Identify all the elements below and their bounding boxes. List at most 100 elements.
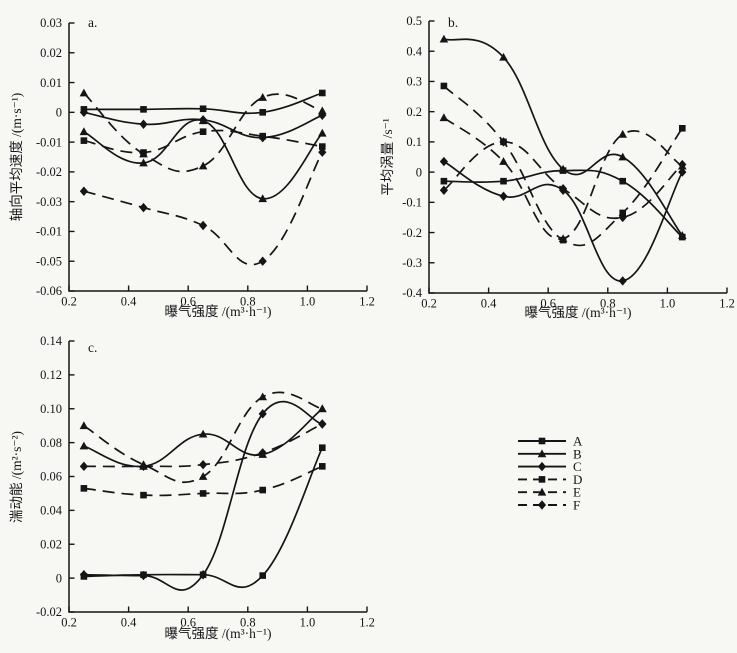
legend-label-A: A xyxy=(573,434,583,449)
x-tick-label: 1.2 xyxy=(719,297,735,311)
x-tick-label: 0.8 xyxy=(600,297,616,311)
square-marker xyxy=(199,105,207,113)
square-marker xyxy=(679,124,686,132)
triangle-marker xyxy=(258,194,267,203)
diamond-marker xyxy=(139,570,148,581)
triangle-marker xyxy=(618,152,627,161)
y-tick-label: -0.03 xyxy=(36,195,62,209)
triangle-marker xyxy=(258,392,267,401)
diamond-marker xyxy=(79,186,88,196)
y-tick-label: 0.2 xyxy=(406,105,422,119)
diamond-marker xyxy=(499,137,508,147)
square-marker xyxy=(319,89,326,97)
square-marker xyxy=(140,106,147,113)
legend-label-D: D xyxy=(573,472,582,487)
x-tick-label: 0.6 xyxy=(180,616,196,630)
triangle-marker xyxy=(79,127,89,136)
diamond-marker xyxy=(537,461,547,472)
legend-row-D: D xyxy=(518,472,582,487)
diamond-marker xyxy=(139,202,148,213)
legend-label-F: F xyxy=(573,498,580,513)
x-tick-label: 1.2 xyxy=(359,295,375,309)
diamond-marker xyxy=(139,461,148,472)
x-tick-label: 1.0 xyxy=(300,295,316,309)
diamond-marker xyxy=(79,107,88,118)
square-marker xyxy=(440,177,448,185)
triangle-marker xyxy=(678,231,687,239)
x-tick-label: 0.6 xyxy=(180,295,196,309)
y-tick-label: -0.1 xyxy=(402,196,422,210)
y-tick-label: -0.06 xyxy=(36,284,62,298)
square-marker xyxy=(538,437,546,445)
square-marker xyxy=(140,491,147,499)
diamond-marker xyxy=(258,409,267,419)
legend-label-C: C xyxy=(573,459,582,474)
series-F-markers-a xyxy=(79,147,327,266)
series-D-markers-c xyxy=(80,463,326,499)
y-axis-title-c: 湍动能 /(m²·s⁻²) xyxy=(9,431,24,523)
triangle-marker xyxy=(198,161,208,170)
square-marker xyxy=(319,444,326,452)
subplot-b: 0.50.40.30.20.10-0.1-0.2-0.3-0.40.2 0.4 0.… xyxy=(380,14,735,320)
diamond-marker xyxy=(618,212,627,223)
x-tick-label: 0.4 xyxy=(121,295,137,309)
triangle-marker xyxy=(537,487,547,496)
legend-label-E: E xyxy=(573,485,581,500)
y-tick-label: -0.2 xyxy=(402,226,422,240)
series-E-markers-a xyxy=(79,88,327,170)
diamond-marker xyxy=(199,570,208,580)
panel-label-b: b. xyxy=(448,15,458,30)
y-axis-a: 0.03 0.02 0.01 0 -0.01 -0.02 -0.03 -0.01 -0.05 -0… xyxy=(36,16,75,298)
panel-label-c: c. xyxy=(88,340,97,355)
y-tick-label: -0.4 xyxy=(402,286,423,300)
diamond-marker xyxy=(537,500,547,510)
subplot-c: 0.14 0.12 0.10 0.08 0.06 0.04 0.02 0 -0.020.2 0.4… xyxy=(9,334,375,641)
square-marker xyxy=(259,132,266,140)
triangle-marker xyxy=(139,149,148,158)
y-tick-label: 0.3 xyxy=(406,75,422,89)
diamond-marker xyxy=(199,115,208,125)
diamond-marker xyxy=(559,184,568,194)
y-tick-label: 0.04 xyxy=(40,504,63,518)
x-tick-label: 1.0 xyxy=(300,616,316,630)
triangle-marker xyxy=(558,234,568,242)
square-marker xyxy=(259,109,266,116)
x-tick-label: 1.0 xyxy=(660,297,676,311)
triangle-marker xyxy=(198,472,208,480)
triangle-marker xyxy=(499,52,508,61)
diamond-marker xyxy=(318,147,327,157)
diamond-marker xyxy=(79,570,88,580)
series-B-markers-b xyxy=(439,34,687,239)
y-axis-b: 0.5 0.4 0.3 0.2 0.1 0 -0.1 -0.2 -0.3 -0.4 xyxy=(402,14,435,300)
x-axis-title-b: 曝气强度 /(m³·h⁻¹) xyxy=(524,305,631,320)
series-F-markers-c xyxy=(79,419,327,472)
square-marker xyxy=(619,177,626,185)
x-tick-label: 0.8 xyxy=(240,616,256,630)
square-marker xyxy=(538,476,546,483)
x-axis-c: 0.2 0.4 0.6 0.8 1.0 1.2 xyxy=(61,606,375,630)
x-tick-label: 0.4 xyxy=(481,297,497,311)
diamond-marker xyxy=(678,159,687,170)
triangle-marker xyxy=(79,421,89,430)
x-tick-label: 0.8 xyxy=(240,295,256,309)
y-tick-label: 0.4 xyxy=(406,44,422,58)
x-tick-label: 0.2 xyxy=(61,295,77,309)
y-tick-label: 0 xyxy=(56,106,62,120)
diamond-marker xyxy=(79,461,88,472)
legend-row-F: F xyxy=(518,498,580,513)
legend-label-B: B xyxy=(573,446,582,461)
diamond-marker xyxy=(678,167,687,177)
y-axis-title-a: 轴向平均速度 /(m·s⁻¹) xyxy=(9,93,24,222)
y-tick-label: -0.02 xyxy=(36,605,62,619)
y-tick-label: -0.05 xyxy=(36,254,62,268)
panel-label-a: a. xyxy=(88,15,97,30)
x-axis-title-c: 曝气强度 /(m³·h⁻¹) xyxy=(164,626,271,641)
legend-row-E: E xyxy=(518,485,581,500)
y-tick-label: 0.02 xyxy=(40,537,62,551)
square-marker xyxy=(199,490,207,497)
diamond-marker xyxy=(499,191,508,201)
triangle-marker xyxy=(139,158,148,167)
